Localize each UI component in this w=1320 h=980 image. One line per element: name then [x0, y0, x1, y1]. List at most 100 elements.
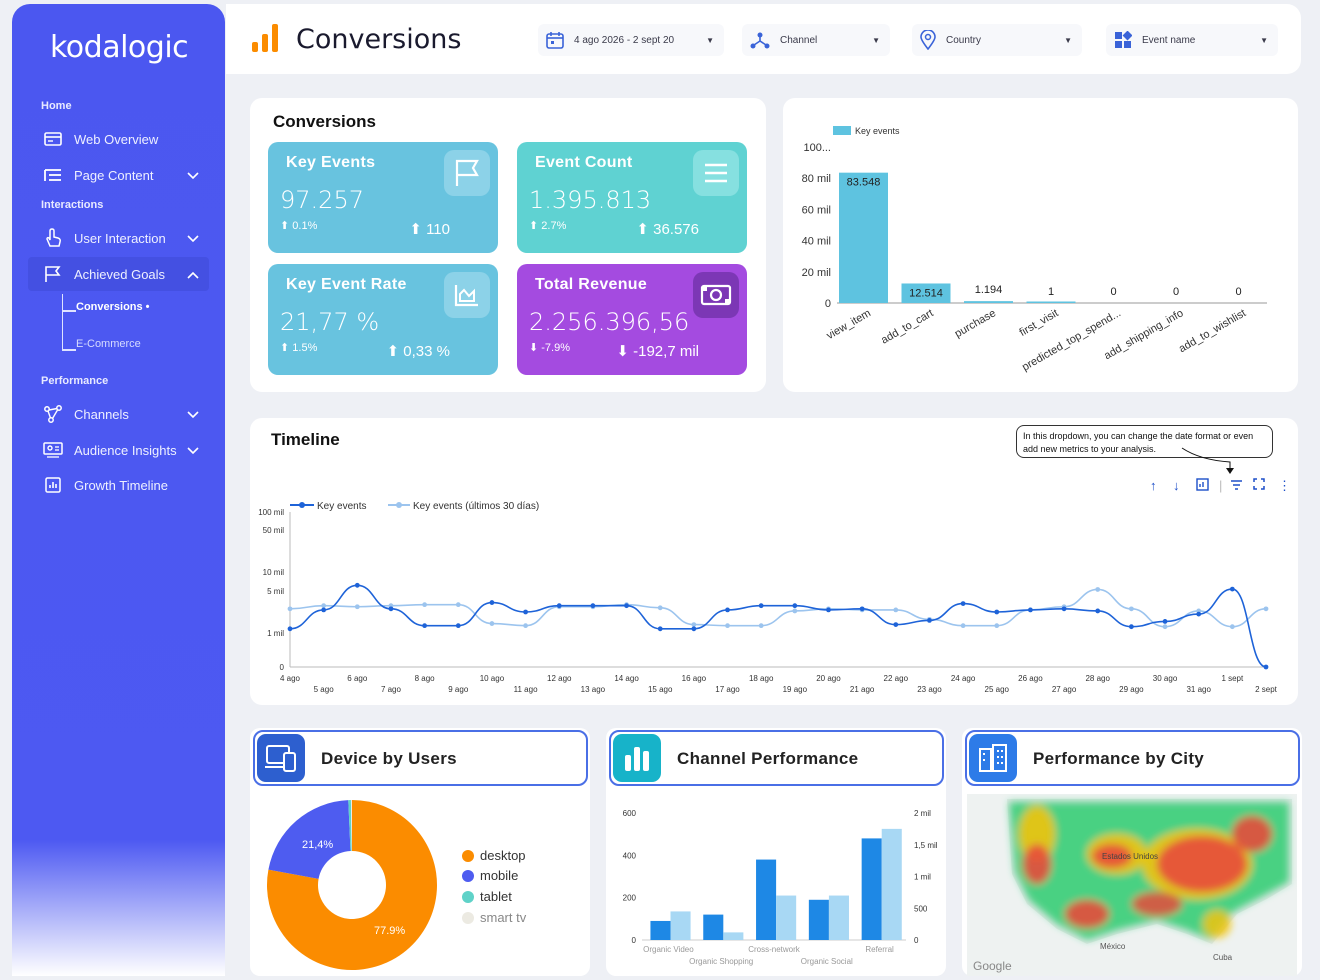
kpi-delta: ⬆ 2.7%: [529, 220, 567, 232]
pie-slice: [268, 800, 351, 879]
data-point: [489, 621, 495, 626]
data-point: [422, 623, 428, 629]
sidebar-item-page-content[interactable]: Page Content: [28, 158, 209, 192]
event-name-filter[interactable]: Event name ▼: [1106, 24, 1278, 56]
pie-slices: [267, 800, 437, 970]
data-point: [1128, 606, 1134, 612]
data-point: [792, 608, 798, 614]
date-range-value: 4 ago 2026 - 2 sept 20: [574, 34, 675, 46]
data-point: [1061, 606, 1067, 612]
bar-value-label: 0: [1173, 286, 1179, 298]
data-point: [1095, 608, 1101, 614]
sidebar-item-achieved-goals[interactable]: Achieved Goals: [28, 257, 209, 291]
x-tick-label: 10 ago: [480, 674, 505, 683]
kpi-prev: ⬇ -192,7 mil: [616, 343, 699, 360]
legend-label: tablet: [480, 889, 512, 904]
kpi-prev: ⬆ 36.576: [636, 221, 699, 238]
map-label-country: Estados Unidos: [1102, 852, 1158, 861]
bar-secondary: [670, 911, 691, 940]
data-point: [354, 582, 360, 588]
x-tick-label: 4 ago: [280, 674, 301, 683]
bar-primary: [703, 914, 724, 940]
data-point: [523, 609, 528, 615]
x-tick-label: 1 sept: [1221, 674, 1244, 683]
legend-swatch: [833, 126, 851, 135]
dropdown-arrow-icon: ▼: [706, 35, 714, 45]
devices-icon: [257, 734, 305, 782]
timeline-series: [287, 582, 1269, 670]
app-logo[interactable]: kodalogic: [50, 30, 189, 65]
data-point: [792, 603, 798, 609]
y-tick-label: 10 mil: [263, 568, 285, 577]
slice-label-desktop: 77.9%: [374, 925, 405, 937]
kpi-key-event-rate: Key Event Rate 21,77 % ⬆ 1.5% ⬆ 0,33 %: [268, 264, 498, 375]
y-tick-label-left: 0: [632, 936, 637, 945]
data-point: [1229, 624, 1235, 630]
channel-axes: 600 400 200 0 2 mil 1,5 mil 1 mil 500 0 Organic V…: [623, 809, 938, 966]
money-icon: [693, 272, 739, 318]
sort-descending-icon[interactable]: ↓: [1173, 478, 1180, 493]
legend-dot: [462, 890, 474, 903]
y-tick-label-left: 200: [623, 894, 637, 903]
x-tick-label: 9 ago: [448, 685, 469, 694]
kpi-value: 21,77 %: [280, 308, 380, 336]
x-tick-label: view_item: [825, 307, 873, 342]
x-tick-label: 21 ago: [850, 685, 875, 694]
sidebar-item-label: Web Overview: [74, 131, 159, 147]
data-point: [725, 623, 730, 629]
slice-label-mobile: 21,4%: [302, 839, 333, 851]
sidebar-item-user-interaction[interactable]: User Interaction: [28, 221, 209, 255]
panel-title: Channel Performance: [677, 749, 859, 768]
channel-icon: [750, 31, 770, 49]
y-tick-label: 40 mil: [802, 236, 831, 248]
data-point: [758, 603, 764, 609]
data-point: [321, 607, 327, 613]
kpi-delta: ⬇ -7.9%: [529, 342, 571, 354]
data-point: [354, 604, 360, 610]
channel-bars: [650, 828, 902, 940]
x-tick-label: 28 ago: [1085, 674, 1110, 683]
legend-label: mobile: [480, 868, 519, 883]
fullscreen-icon[interactable]: [1253, 478, 1265, 493]
x-tick-label: add_to_cart: [879, 307, 935, 346]
more-options-icon[interactable]: ⋮: [1278, 478, 1291, 493]
bar-value-label: 1.194: [975, 284, 1003, 296]
x-tick-label: Organic Shopping: [689, 957, 753, 966]
y-tick-label: 80 mil: [802, 173, 831, 185]
sidebar-item-channels[interactable]: Channels: [28, 397, 209, 431]
key-events-chart-card: Key events 100... 80 mil 60 mil 40 mil 20 mi…: [783, 98, 1298, 392]
sort-ascending-icon[interactable]: ↑: [1150, 478, 1157, 493]
sidebar-subitem-conversions[interactable]: Conversions •: [76, 301, 150, 313]
list-icon: [693, 150, 739, 196]
country-filter[interactable]: Country ▼: [912, 24, 1082, 56]
channel-filter[interactable]: Channel ▼: [742, 24, 890, 56]
x-tick-label: 11 ago: [514, 685, 538, 694]
timeline-line-chart: Key events Key events (últimos 30 días) …: [258, 501, 1277, 694]
city-panel-header: Performance by City: [965, 730, 1300, 786]
drill-down-icon[interactable]: [1196, 478, 1209, 494]
y-tick-label-right: 2 mil: [914, 809, 931, 818]
sidebar-item-label: Channels: [74, 406, 129, 422]
filter-icon[interactable]: [1230, 478, 1243, 494]
x-tick-label: add_to_wishlist: [1177, 307, 1248, 355]
device-pie-chart: 21,4% 77.9%: [267, 800, 437, 970]
legend-item-desktop: desktop: [462, 848, 526, 863]
x-tick-label: 25 ago: [985, 685, 1010, 694]
sidebar-item-web-overview[interactable]: Web Overview: [28, 122, 209, 156]
sidebar-item-growth-timeline[interactable]: Growth Timeline: [28, 468, 209, 502]
share-nodes-icon: [42, 404, 64, 424]
event-name-filter-label: Event name: [1142, 34, 1196, 46]
kpi-delta: ⬆ 1.5%: [280, 342, 318, 354]
bar-value-label: 12.514: [909, 287, 943, 299]
sidebar-item-audience-insights[interactable]: Audience Insights: [28, 433, 209, 467]
y-tick-label: 100...: [803, 142, 831, 154]
data-point: [893, 622, 899, 627]
legend-item-tablet: tablet: [462, 889, 512, 904]
kpi-value: 2.256.396,56: [529, 308, 690, 336]
city-heat-map[interactable]: Estados Unidos México Cuba Google: [967, 794, 1297, 976]
y-tick-label: 60 mil: [802, 204, 831, 216]
date-range-filter[interactable]: 4 ago 2026 - 2 sept 20 ▼: [538, 24, 724, 56]
data-point: [422, 602, 428, 608]
data-point: [455, 623, 461, 629]
sidebar-subitem-ecommerce[interactable]: E-Commerce: [76, 338, 141, 350]
